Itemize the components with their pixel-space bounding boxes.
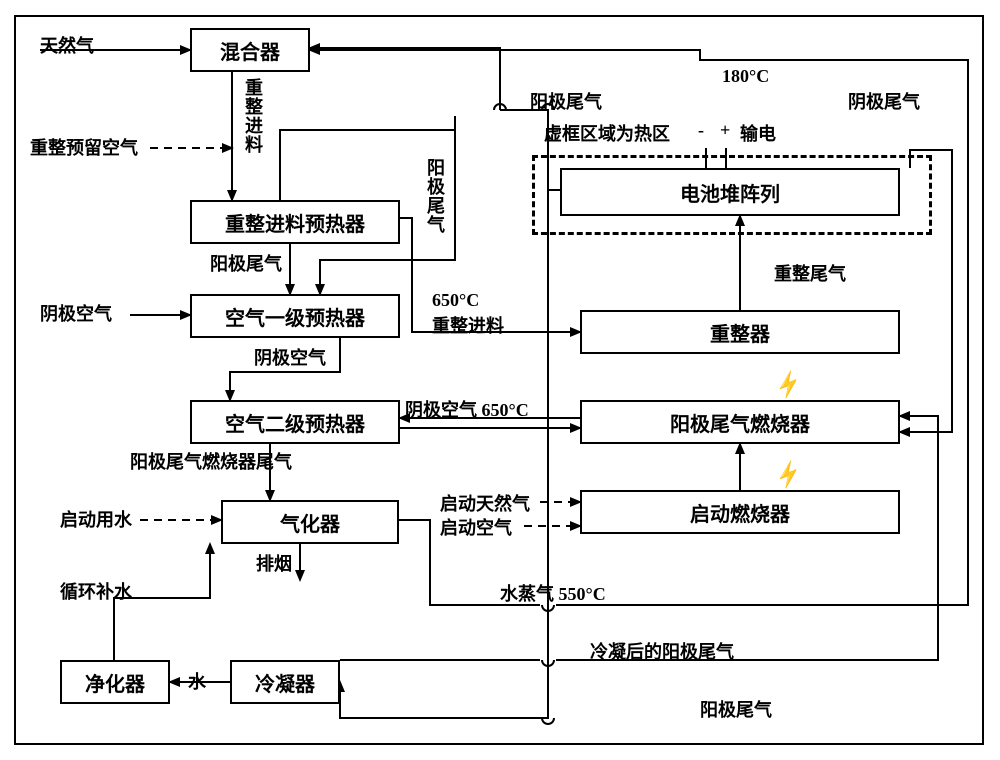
anode-burner-box: 阳极尾气燃烧器 xyxy=(580,400,900,444)
vaporizer-box: 气化器 xyxy=(221,500,399,544)
cathode-air-1-label: 阴极空气 xyxy=(254,344,326,370)
air-preheater-2-label: 空气二级预热器 xyxy=(225,408,365,437)
start-burner-box: 启动燃烧器 xyxy=(580,490,900,534)
reform-tail-label: 重整尾气 xyxy=(774,260,846,286)
minus-label: - xyxy=(698,120,704,141)
temp650-feed-label: 650°C xyxy=(432,290,479,311)
power-out-label: 输电 xyxy=(740,120,776,146)
startup-ng-label: 启动天然气 xyxy=(440,490,530,516)
startup-water-label: 启动用水 xyxy=(60,506,132,532)
anode-tail-bot-label: 阳极尾气 xyxy=(700,696,772,722)
reform-air-label: 重整预留空气 xyxy=(30,134,138,160)
feed-vertical-label: 重整进料 xyxy=(240,78,266,154)
condenser-box: 冷凝器 xyxy=(230,660,340,704)
outer-border xyxy=(14,15,984,745)
anode-burner-label: 阳极尾气燃烧器 xyxy=(670,408,810,437)
stack-box: 电池堆阵列 xyxy=(560,168,900,216)
hot-zone-note-label: 虚框区域为热区 xyxy=(544,120,670,146)
reform-feed-label: 重整进料 xyxy=(432,312,504,338)
start-burner-label: 启动燃烧器 xyxy=(690,498,790,527)
air-preheater-2-box: 空气二级预热器 xyxy=(190,400,400,444)
reformer-label: 重整器 xyxy=(710,318,770,347)
air-preheater-1-label: 空气一级预热器 xyxy=(225,302,365,331)
mixer-box: 混合器 xyxy=(190,28,310,72)
natural-gas-label: 天然气 xyxy=(40,32,94,58)
cathode-tail-label: 阴极尾气 xyxy=(848,88,920,114)
steam-550-label: 水蒸气 550°C xyxy=(500,580,606,606)
air-preheater-1-box: 空气一级预热器 xyxy=(190,294,400,338)
plus-label: + xyxy=(720,120,730,141)
mixer-label: 混合器 xyxy=(220,36,280,65)
cathode-650-label: 阴极空气 650°C xyxy=(405,396,529,422)
condenser-label: 冷凝器 xyxy=(255,668,315,697)
anode-tail-top-label: 阳极尾气 xyxy=(530,88,602,114)
startup-air-label: 启动空气 xyxy=(440,514,512,540)
cathode-air-in-label: 阴极空气 xyxy=(40,300,112,326)
vaporizer-label: 气化器 xyxy=(280,508,340,537)
purifier-label: 净化器 xyxy=(85,668,145,697)
anode-tail-1-label: 阳极尾气 xyxy=(210,250,282,276)
anode-burner-tail-label: 阳极尾气燃烧器尾气 xyxy=(130,448,292,474)
exhaust-label: 排烟 xyxy=(256,550,292,576)
water-label: 水 xyxy=(188,668,206,694)
anode-tail-vert-label: 阳极尾气 xyxy=(422,158,448,234)
diagram-canvas: 混合器 重整进料预热器 空气一级预热器 空气二级预热器 气化器 净化器 冷凝器 … xyxy=(0,0,1000,760)
purifier-box: 净化器 xyxy=(60,660,170,704)
reformer-box: 重整器 xyxy=(580,310,900,354)
cond-anode-label: 冷凝后的阳极尾气 xyxy=(590,638,734,664)
feed-preheater-box: 重整进料预热器 xyxy=(190,200,400,244)
makeup-water-label: 循环补水 xyxy=(60,578,132,604)
temp180-label: 180°C xyxy=(722,66,769,87)
feed-preheater-label: 重整进料预热器 xyxy=(225,208,365,237)
stack-label: 电池堆阵列 xyxy=(680,178,780,207)
